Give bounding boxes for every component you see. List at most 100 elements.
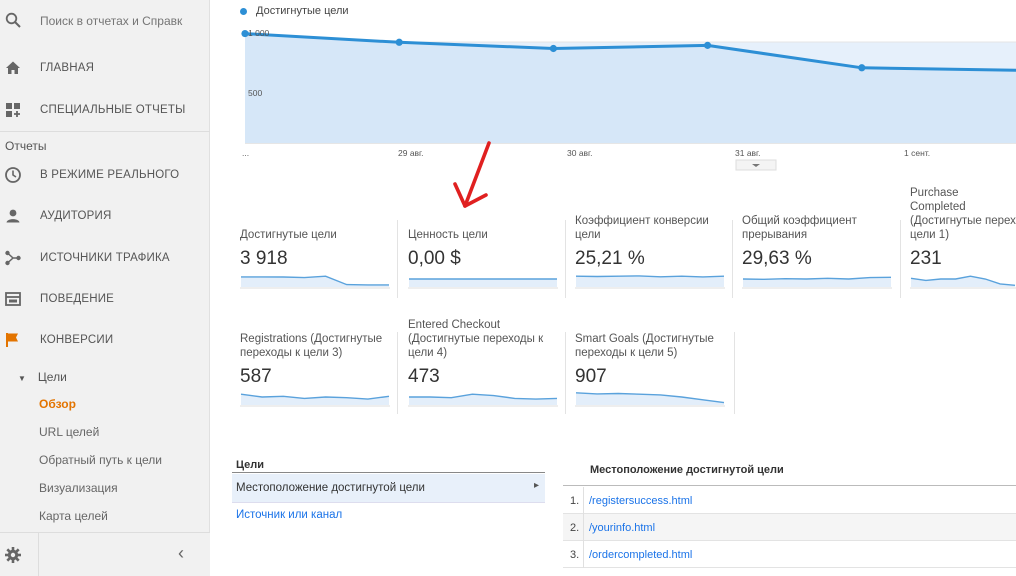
sidebar-item-realtime[interactable]: В РЕЖИМЕ РЕАЛЬНОГО <box>0 155 210 195</box>
goals-table-header: Цели <box>236 459 265 471</box>
sidebar-item-home[interactable]: ГЛАВНАЯ <box>0 48 210 88</box>
sidebar-subitem-goal-flow[interactable]: Карта целей <box>39 509 108 523</box>
sidebar-item-conversions[interactable]: КОНВЕРСИИ <box>0 320 210 360</box>
sidebar-item-label: КОНВЕРСИИ <box>40 334 114 346</box>
sidebar-item-audience[interactable]: АУДИТОРИЯ <box>0 196 210 236</box>
person-icon <box>6 209 20 223</box>
sidebar-subitem-overview[interactable]: Обзор <box>39 397 76 411</box>
chart-legend: Достигнутые цели <box>240 5 349 17</box>
source-medium-link[interactable]: Источник или канал <box>236 509 343 521</box>
x-tick-label: 1 сент. <box>904 148 930 158</box>
data-point[interactable] <box>241 29 249 38</box>
metric-value: 587 <box>240 366 272 387</box>
row-url-link[interactable]: /registersuccess.html <box>589 495 693 507</box>
metric-card[interactable]: Registrations (Достигнутые переходы к це… <box>240 318 390 418</box>
sidebar-item-behavior[interactable]: ПОВЕДЕНИЕ <box>0 279 210 319</box>
metric-card[interactable]: Коэффициент конверсии цели 25,21 % <box>575 200 725 300</box>
search-input[interactable]: Поиск в отчетах и Справк <box>40 14 183 28</box>
sparkline-line <box>240 393 390 400</box>
search-icon[interactable] <box>5 12 21 28</box>
sparkline-area <box>409 279 557 287</box>
sparkline-line <box>910 275 1016 286</box>
metric-sparkline <box>575 392 725 407</box>
column-divider <box>583 514 584 541</box>
metric-title: Entered Checkout (Достигнутые переходы к… <box>408 319 544 359</box>
home-icon <box>6 61 20 74</box>
metric-title: Registrations (Достигнутые переходы к це… <box>240 333 383 359</box>
sidebar-item-label: ПОВЕДЕНИЕ <box>40 293 115 305</box>
card-divider <box>397 220 398 298</box>
chart-svg: 1 000 500... 29 авг. 30 авг. 31 авг. 1 сент. <box>241 28 1016 171</box>
y-tick-label: 500 <box>248 88 262 98</box>
metric-value: 29,63 % <box>742 248 812 269</box>
metric-sparkline <box>910 275 1016 289</box>
gear-icon[interactable] <box>4 546 22 564</box>
metric-card[interactable]: Purchase Completed (Достигнутые перех це… <box>910 187 1016 300</box>
divider <box>232 472 545 473</box>
data-point[interactable] <box>704 41 712 49</box>
data-point[interactable] <box>395 38 403 46</box>
series-area <box>245 33 1016 143</box>
row-url-link[interactable]: /yourinfo.html <box>589 522 656 534</box>
row-number: 1. <box>570 495 580 507</box>
metric-title: Достигнутые цели <box>240 229 337 241</box>
metric-title: Общий коэффициент прерывания <box>742 215 857 241</box>
sidebar-subitem-funnel-visualization[interactable]: Визуализация <box>39 481 118 495</box>
sparkline-line <box>409 393 558 400</box>
row-url-link[interactable]: /ordercompleted.html <box>589 549 693 561</box>
card-divider <box>397 332 398 414</box>
sidebar-subitem-reverse-goal-path[interactable]: Обратный путь к цели <box>39 453 162 467</box>
divider <box>563 485 1016 486</box>
sidebar-item-label: В РЕЖИМЕ РЕАЛЬНОГО <box>40 169 180 181</box>
acquisition-icon <box>5 250 21 266</box>
legend-label: Достигнутые цели <box>256 5 349 17</box>
divider <box>0 131 210 132</box>
metric-sparkline <box>575 275 725 289</box>
sidebar: Поиск в отчетах и Справк ГЛАВНАЯ СПЕЦИАЛ… <box>0 0 210 576</box>
metric-title: Ценность цели <box>408 229 488 241</box>
sidebar-item-label: ГЛАВНАЯ <box>40 62 95 74</box>
sidebar-item-label: СПЕЦИАЛЬНЫЕ ОТЧЕТЫ <box>40 104 186 116</box>
card-divider <box>732 220 733 298</box>
metric-value: 0,00 $ <box>408 248 461 269</box>
metric-sparkline <box>742 276 892 289</box>
metric-card[interactable]: Общий коэффициент прерывания 29,63 % <box>742 200 892 300</box>
sparkline-line <box>742 276 892 281</box>
sparkline-area <box>743 277 891 287</box>
data-point[interactable] <box>858 64 866 72</box>
flag-icon <box>6 333 18 347</box>
table-row: 3. /ordercompleted.html <box>563 541 1016 568</box>
metric-value: 3 918 <box>240 248 288 269</box>
metric-card[interactable]: Достигнутые цели 3 918 <box>240 200 390 300</box>
metric-value: 25,21 % <box>575 248 645 269</box>
metric-sparkline <box>408 393 558 407</box>
data-point[interactable] <box>549 44 557 53</box>
metric-card[interactable]: Entered Checkout (Достигнутые переходы к… <box>408 318 558 418</box>
metric-title: Smart Goals (Достигнутые переходы к цели… <box>575 333 714 359</box>
reports-section-label: Отчеты <box>5 139 47 153</box>
card-divider <box>565 332 566 414</box>
x-tick-label: ... <box>242 148 249 158</box>
goals-group[interactable]: ▼ Цели <box>18 370 67 384</box>
sparkline-line <box>575 392 725 404</box>
metric-card[interactable]: Ценность цели 0,00 $ <box>408 200 558 300</box>
sidebar-item-acquisition[interactable]: ИСТОЧНИКИ ТРАФИКА <box>0 238 210 278</box>
metric-sparkline <box>408 278 558 289</box>
chevron-down-icon <box>752 164 760 167</box>
x-tick-label: 29 авг. <box>398 148 423 158</box>
sidebar-item-custom-reports[interactable]: СПЕЦИАЛЬНЫЕ ОТЧЕТЫ <box>0 90 210 130</box>
goals-dimension-selected[interactable]: Местоположение достигнутой цели ▸ <box>232 474 545 503</box>
sparkline-line <box>241 275 389 286</box>
table-row: 1. /registersuccess.html <box>563 487 1016 514</box>
collapse-sidebar-icon[interactable]: ‹ <box>178 543 184 563</box>
sidebar-subitem-goal-urls[interactable]: URL целей <box>39 425 100 439</box>
sidebar-footer: ‹ <box>0 532 210 576</box>
sparkline-area <box>576 392 724 405</box>
column-divider <box>583 541 584 568</box>
metric-card[interactable]: Smart Goals (Достигнутые переходы к цели… <box>575 318 725 418</box>
table-row: 2. /yourinfo.html <box>563 514 1016 541</box>
footer-divider <box>38 533 39 576</box>
row-number: 3. <box>570 549 580 561</box>
chevron-right-icon: ▸ <box>533 480 539 491</box>
search-row[interactable]: Поиск в отчетах и Справк <box>0 0 210 44</box>
